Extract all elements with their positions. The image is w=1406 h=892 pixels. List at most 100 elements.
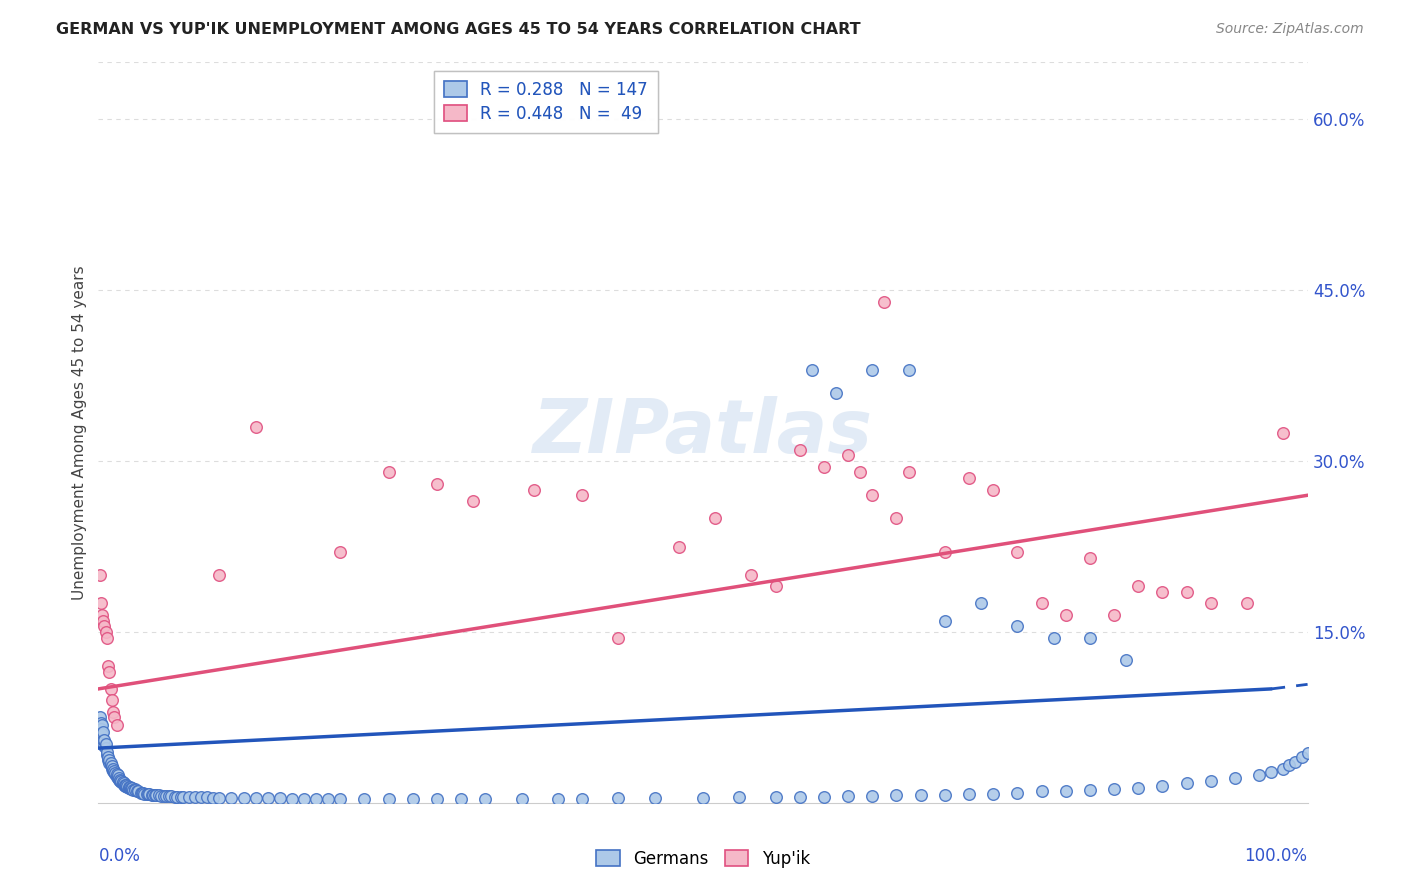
Point xyxy=(292,792,315,806)
Point xyxy=(90,716,112,731)
Point xyxy=(1223,771,1246,785)
Point xyxy=(1054,784,1077,798)
Point xyxy=(825,385,848,400)
Point xyxy=(1260,765,1282,780)
Point xyxy=(98,756,121,770)
Point xyxy=(728,790,751,805)
Point xyxy=(316,792,339,806)
Point xyxy=(837,789,859,803)
Point xyxy=(1115,653,1137,667)
Legend: Germans, Yup'ik: Germans, Yup'ik xyxy=(589,844,817,875)
Point xyxy=(155,789,177,803)
Point xyxy=(157,789,180,803)
Point xyxy=(91,733,114,747)
Point xyxy=(91,718,114,732)
Point xyxy=(134,787,156,801)
Point xyxy=(103,764,125,778)
Point xyxy=(108,771,131,785)
Point xyxy=(1078,631,1101,645)
Point xyxy=(305,792,328,806)
Text: Source: ZipAtlas.com: Source: ZipAtlas.com xyxy=(1216,22,1364,37)
Point xyxy=(118,780,141,794)
Point xyxy=(124,783,146,797)
Point xyxy=(970,597,993,611)
Point xyxy=(101,764,124,778)
Point xyxy=(103,765,125,780)
Point xyxy=(1199,597,1222,611)
Point xyxy=(1236,597,1258,611)
Point xyxy=(97,659,120,673)
Point xyxy=(1249,768,1271,782)
Point xyxy=(1007,545,1029,559)
Point xyxy=(104,767,127,781)
Point xyxy=(873,294,896,309)
Point xyxy=(813,790,835,805)
Point xyxy=(547,792,569,806)
Point xyxy=(115,778,138,792)
Point xyxy=(765,579,787,593)
Point xyxy=(89,710,111,724)
Point xyxy=(108,772,131,787)
Legend: R = 0.288   N = 147, R = 0.448   N =  49: R = 0.288 N = 147, R = 0.448 N = 49 xyxy=(433,70,658,133)
Point xyxy=(897,466,920,480)
Point xyxy=(1128,579,1150,593)
Point xyxy=(1175,585,1198,599)
Point xyxy=(1042,631,1064,645)
Point xyxy=(800,363,823,377)
Point xyxy=(377,792,399,806)
Point xyxy=(93,739,115,753)
Point xyxy=(184,790,207,805)
Point xyxy=(704,511,727,525)
Point xyxy=(463,494,485,508)
Point xyxy=(169,790,191,805)
Point xyxy=(910,788,932,802)
Point xyxy=(281,792,304,806)
Point xyxy=(1175,776,1198,790)
Point xyxy=(117,780,139,794)
Point xyxy=(127,784,149,798)
Text: ZIPatlas: ZIPatlas xyxy=(533,396,873,469)
Point xyxy=(100,758,122,772)
Point xyxy=(91,607,114,622)
Point xyxy=(329,545,352,559)
Point xyxy=(474,792,496,806)
Point xyxy=(1007,786,1029,800)
Point xyxy=(426,476,449,491)
Point xyxy=(132,786,155,800)
Point xyxy=(644,791,666,805)
Point xyxy=(1272,762,1295,776)
Point xyxy=(668,540,690,554)
Point xyxy=(131,786,153,800)
Point xyxy=(150,789,173,803)
Point xyxy=(105,770,128,784)
Point xyxy=(208,791,231,805)
Point xyxy=(1031,597,1053,611)
Point xyxy=(1078,783,1101,797)
Point xyxy=(97,752,120,766)
Point xyxy=(981,787,1004,801)
Point xyxy=(957,787,980,801)
Point xyxy=(93,619,115,633)
Point xyxy=(837,449,859,463)
Point xyxy=(101,705,124,719)
Point xyxy=(1031,784,1053,798)
Point xyxy=(142,788,165,802)
Point xyxy=(934,614,956,628)
Point xyxy=(135,787,157,801)
Point xyxy=(1128,780,1150,795)
Point xyxy=(104,766,127,780)
Point xyxy=(860,488,883,502)
Y-axis label: Unemployment Among Ages 45 to 54 years: Unemployment Among Ages 45 to 54 years xyxy=(72,265,87,600)
Text: GERMAN VS YUP'IK UNEMPLOYMENT AMONG AGES 45 TO 54 YEARS CORRELATION CHART: GERMAN VS YUP'IK UNEMPLOYMENT AMONG AGES… xyxy=(56,22,860,37)
Point xyxy=(118,780,141,795)
Point xyxy=(607,631,630,645)
Point xyxy=(934,788,956,802)
Point xyxy=(100,762,122,776)
Point xyxy=(1102,607,1125,622)
Point xyxy=(152,789,174,803)
Point xyxy=(245,420,267,434)
Point xyxy=(849,466,872,480)
Point xyxy=(129,786,152,800)
Point xyxy=(118,780,141,794)
Text: 100.0%: 100.0% xyxy=(1244,847,1308,865)
